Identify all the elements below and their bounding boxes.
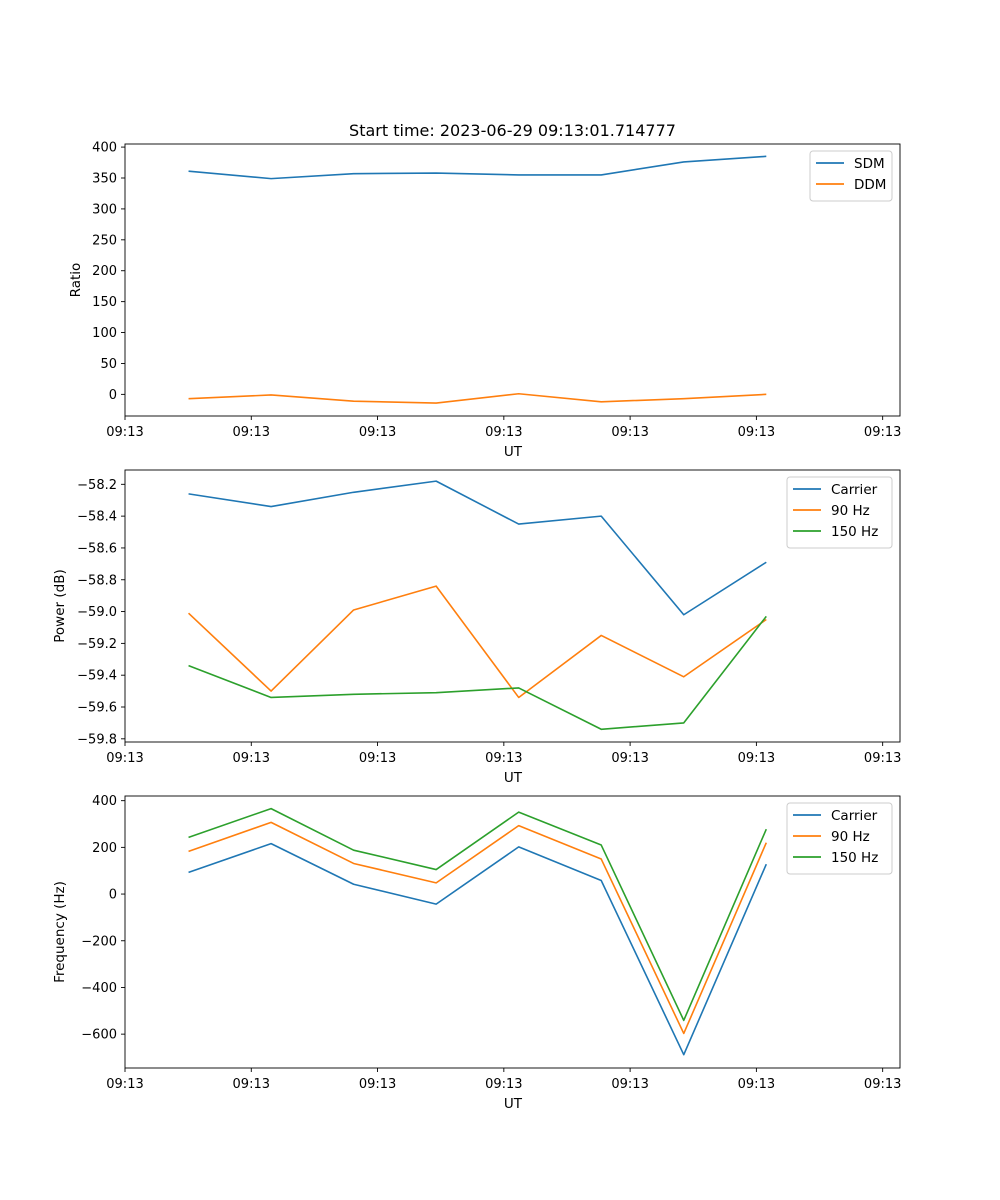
x-axis-label: UT (504, 770, 523, 786)
series-line-150-hz (188, 615, 767, 731)
x-tick-label: 09:13 (233, 1077, 270, 1092)
x-tick-label: 09:13 (485, 425, 522, 440)
series-line-150-hz (188, 807, 768, 1022)
legend: SDM DDM (809, 150, 893, 202)
y-tick-label: 350 (92, 172, 117, 187)
y-tick-label: −200 (81, 934, 117, 949)
x-axis-label: UT (504, 1096, 523, 1112)
series-line-sdm (188, 155, 767, 180)
series-line-carrier (188, 842, 768, 1056)
y-tick-label: 150 (92, 295, 117, 310)
legend: Carrier 90 Hz 150 Hz (786, 802, 893, 875)
y-tick-label: −58.4 (77, 510, 117, 525)
y-tick-label: −59.0 (77, 605, 117, 620)
x-tick-label: 09:13 (611, 425, 648, 440)
legend-label: 90 Hz (831, 829, 870, 845)
subplot-1: 09:13 09:13 09:13 09:13 09:13 09:13 09:13 0 50 10… (68, 141, 901, 460)
series-line-ddm (188, 392, 767, 404)
x-tick-label: 09:13 (485, 1077, 522, 1092)
figure-title: Start time: 2023-06-29 09:13:01.714777 (349, 121, 676, 140)
legend: Carrier 90 Hz 150 Hz (786, 476, 893, 549)
y-axis-label: Frequency (Hz) (52, 881, 68, 983)
y-tick-label: 0 (109, 888, 117, 903)
x-tick-label: 09:13 (233, 751, 270, 766)
y-tick-label: 100 (92, 326, 117, 341)
x-tick-label: 09:13 (738, 751, 775, 766)
y-tick-label: 50 (100, 357, 117, 372)
y-tick-label: −58.8 (77, 573, 117, 588)
y-tick-label: 200 (92, 264, 117, 279)
x-tick-label: 09:13 (106, 751, 143, 766)
subplot-3: 09:13 09:13 09:13 09:13 09:13 09:13 09:13 −600 −… (52, 794, 901, 1112)
y-tick-label: −59.2 (77, 637, 117, 652)
legend-label: 150 Hz (831, 850, 878, 866)
x-tick-label: 09:13 (611, 751, 648, 766)
x-axis-label: UT (504, 444, 523, 460)
y-tick-label: 400 (92, 141, 117, 156)
x-tick-label: 09:13 (359, 425, 396, 440)
y-tick-label: 400 (92, 794, 117, 809)
y-axis-label: Ratio (68, 263, 84, 298)
subplots: 09:13 09:13 09:13 09:13 09:13 09:13 09:13 0 50 10… (52, 141, 901, 1112)
series-line-90-hz (188, 821, 768, 1035)
x-tick-label: 09:13 (738, 425, 775, 440)
x-tick-label: 09:13 (106, 425, 143, 440)
legend-label: SDM (854, 156, 885, 172)
legend-label: 90 Hz (831, 503, 870, 519)
x-tick-label: 09:13 (485, 751, 522, 766)
x-tick-label: 09:13 (359, 1077, 396, 1092)
series-line-carrier (188, 480, 767, 616)
y-tick-label: −600 (81, 1028, 117, 1043)
y-tick-label: −400 (81, 981, 117, 996)
axes-frame (124, 143, 901, 417)
y-tick-label: 300 (92, 202, 117, 217)
x-tick-label: 09:13 (611, 1077, 648, 1092)
x-tick-label: 09:13 (864, 1077, 901, 1092)
y-tick-label: −59.8 (77, 732, 117, 747)
x-tick-label: 09:13 (233, 425, 270, 440)
x-tick-label: 09:13 (359, 751, 396, 766)
x-tick-label: 09:13 (864, 425, 901, 440)
legend-label: 150 Hz (831, 524, 878, 540)
y-tick-label: −58.6 (77, 541, 117, 556)
legend-label: DDM (854, 177, 886, 193)
y-tick-label: −59.4 (77, 669, 117, 684)
subplot-2: 09:13 09:13 09:13 09:13 09:13 09:13 09:13 −59.8… (52, 469, 901, 786)
y-axis-label: Power (dB) (52, 569, 68, 642)
x-tick-label: 09:13 (106, 1077, 143, 1092)
x-tick-label: 09:13 (738, 1077, 775, 1092)
y-tick-label: 200 (92, 841, 117, 856)
x-tick-label: 09:13 (864, 751, 901, 766)
y-tick-label: 0 (109, 388, 117, 403)
axes-frame (124, 469, 901, 743)
legend-label: Carrier (831, 808, 878, 824)
axes-frame (124, 795, 901, 1069)
y-tick-label: −58.2 (77, 478, 117, 493)
y-tick-label: 250 (92, 233, 117, 248)
series-line-90-hz (188, 585, 767, 699)
y-tick-label: −59.6 (77, 701, 117, 716)
legend-label: Carrier (831, 482, 878, 498)
